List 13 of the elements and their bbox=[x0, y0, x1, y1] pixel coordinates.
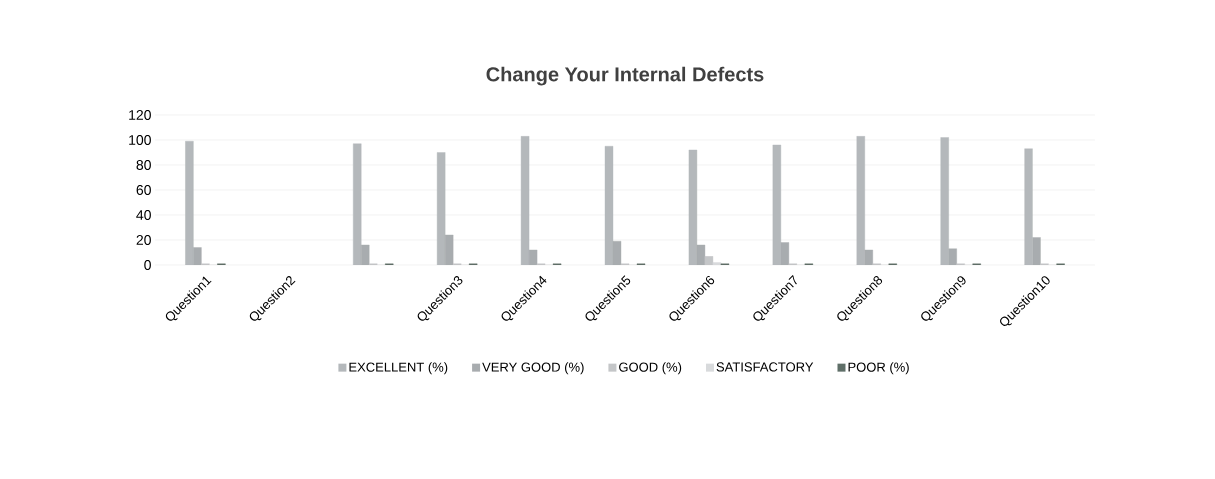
y-tick-label: 40 bbox=[136, 210, 151, 220]
legend-label: POOR (%) bbox=[848, 362, 909, 375]
y-tick-label: 60 bbox=[136, 185, 151, 195]
legend-label: SATISFACTORY bbox=[716, 362, 814, 372]
legend-label: EXCELLENT (%) bbox=[349, 362, 448, 375]
y-tick-label: 0 bbox=[144, 260, 151, 270]
legend-label: VERY GOOD (%) bbox=[482, 362, 584, 375]
y-tick-label: 80 bbox=[136, 160, 151, 170]
legend-label: GOOD (%) bbox=[619, 362, 682, 375]
y-tick-label: 120 bbox=[129, 110, 151, 120]
y-tick-label: 20 bbox=[136, 235, 151, 245]
chart-title: Change Your Internal Defects bbox=[486, 66, 764, 86]
y-tick-label: 100 bbox=[129, 135, 151, 145]
